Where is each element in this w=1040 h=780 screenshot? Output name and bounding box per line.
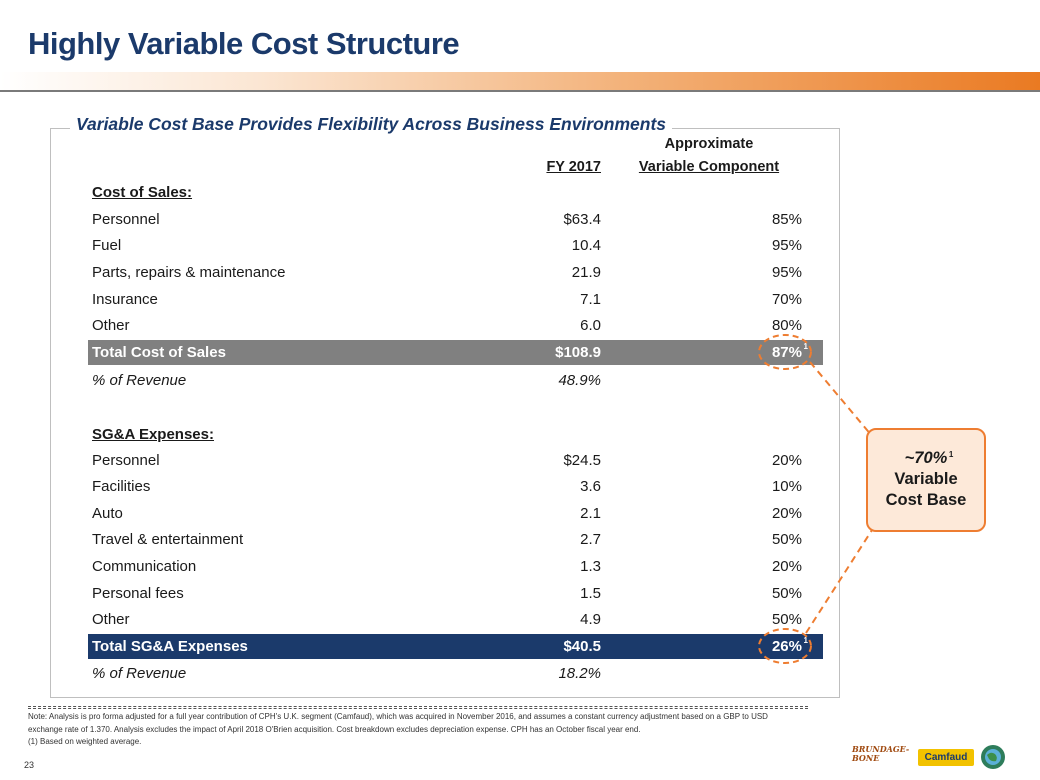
row-percent: 26% 1 xyxy=(771,634,808,659)
row-percent: 80% xyxy=(771,317,802,334)
row-percent: 20% xyxy=(771,452,802,469)
logo-text: BONE xyxy=(852,753,880,763)
row-label: Travel & entertainment xyxy=(92,531,244,548)
title-gradient-bar xyxy=(0,72,1040,90)
total-cost-of-sales-row: Total Cost of Sales $108.9 87% 1 xyxy=(88,340,823,365)
row-value: 18.2% xyxy=(558,665,601,682)
table-row: Personnel $24.5 20% xyxy=(88,448,823,473)
footnote-marker: 1 xyxy=(803,342,808,351)
row-value: 4.9 xyxy=(580,611,601,628)
row-percent: 87% 1 xyxy=(771,340,808,365)
table-row: Personnel $63.4 85% xyxy=(88,207,823,232)
table-row: Communication 1.3 20% xyxy=(88,554,823,579)
footnote-block: Note: Analysis is pro forma adjusted for… xyxy=(28,711,808,749)
callout-line3: Cost Base xyxy=(885,491,967,509)
row-percent: 50% xyxy=(771,611,802,628)
row-label: Fuel xyxy=(92,237,122,254)
table-row: Facilities 3.6 10% xyxy=(88,474,823,499)
table-row: Travel & entertainment 2.7 50% xyxy=(88,527,823,552)
row-percent: 20% xyxy=(771,558,802,575)
row-value: 1.5 xyxy=(580,585,601,602)
row-value: 6.0 xyxy=(580,317,601,334)
table-row: Personal fees 1.5 50% xyxy=(88,581,823,606)
row-value: $63.4 xyxy=(563,211,601,228)
note-line: Note: Analysis is pro forma adjusted for… xyxy=(28,712,768,721)
section-heading-cost-of-sales: Cost of Sales: xyxy=(88,180,823,205)
row-percent: 50% xyxy=(771,531,802,548)
table-row: Other 4.9 50% xyxy=(88,607,823,632)
column-header-variable-line2: Variable Component xyxy=(638,159,780,175)
brundage-bone-logo: BRUNDAGE- BONE xyxy=(852,745,912,771)
row-percent: 95% xyxy=(771,264,802,281)
row-percent: 10% xyxy=(771,478,802,495)
note-line: (1) Based on weighted average. xyxy=(28,737,142,746)
row-label: Insurance xyxy=(92,291,158,308)
row-percent: 85% xyxy=(771,211,802,228)
row-label: Communication xyxy=(92,558,197,575)
row-value: 3.6 xyxy=(580,478,601,495)
row-label: % of Revenue xyxy=(92,372,187,389)
callout-percent: ~70% xyxy=(904,449,948,467)
logo-text: BRUNDAGE- xyxy=(852,744,910,754)
section-label: SG&A Expenses: xyxy=(92,426,214,443)
footnote-marker: 1 xyxy=(803,636,808,645)
revenue-percent-row: % of Revenue 18.2% xyxy=(88,661,823,686)
row-value: 10.4 xyxy=(571,237,601,254)
total-sga-row: Total SG&A Expenses $40.5 26% 1 xyxy=(88,634,823,659)
column-header-variable-line1: Approximate xyxy=(664,136,754,152)
row-value: $108.9 xyxy=(555,344,601,361)
footnote-divider xyxy=(28,708,808,709)
row-percent: 70% xyxy=(771,291,802,308)
camfaud-logo: Camfaud xyxy=(918,749,974,766)
row-value: 2.7 xyxy=(580,531,601,548)
section-heading-sga: SG&A Expenses: xyxy=(88,422,823,447)
callout-line2: Variable xyxy=(894,470,958,488)
table-row: Parts, repairs & maintenance 21.9 95% xyxy=(88,260,823,285)
percent-text: 87% xyxy=(771,344,802,361)
row-percent: 20% xyxy=(771,505,802,522)
row-label: Auto xyxy=(92,505,123,522)
row-value: 2.1 xyxy=(580,505,601,522)
row-value: $24.5 xyxy=(563,452,601,469)
page-number: 23 xyxy=(24,760,35,770)
row-label: Personnel xyxy=(92,452,160,469)
panel-title: Variable Cost Base Provides Flexibility … xyxy=(70,114,673,135)
footnote-divider xyxy=(28,706,808,707)
table-row: Fuel 10.4 95% xyxy=(88,233,823,258)
row-percent: 95% xyxy=(771,237,802,254)
footnote-marker: 1 xyxy=(948,450,954,459)
revenue-percent-row: % of Revenue 48.9% xyxy=(88,368,823,393)
row-value: 21.9 xyxy=(571,264,601,281)
row-label: Parts, repairs & maintenance xyxy=(92,264,286,281)
row-value: 7.1 xyxy=(580,291,601,308)
page-title: Highly Variable Cost Structure xyxy=(28,26,460,61)
row-label: Other xyxy=(92,317,130,334)
table-row: Auto 2.1 20% xyxy=(88,501,823,526)
eco-pan-logo xyxy=(981,745,1005,769)
column-header-fy: FY 2017 xyxy=(546,159,601,175)
row-value: 48.9% xyxy=(558,372,601,389)
note-line: exchange rate of 1.370. Analysis exclude… xyxy=(28,724,641,734)
row-label: Facilities xyxy=(92,478,151,495)
title-divider xyxy=(0,90,1040,92)
row-label: Personal fees xyxy=(92,585,184,602)
row-label: Total Cost of Sales xyxy=(92,344,226,361)
percent-text: 26% xyxy=(771,638,802,655)
row-value: $40.5 xyxy=(563,638,601,655)
table-row: Other 6.0 80% xyxy=(88,313,823,338)
row-label: Personnel xyxy=(92,211,160,228)
section-label: Cost of Sales: xyxy=(92,184,193,201)
row-label: % of Revenue xyxy=(92,665,187,682)
row-label: Total SG&A Expenses xyxy=(92,638,248,655)
row-label: Other xyxy=(92,611,130,628)
row-value: 1.3 xyxy=(580,558,601,575)
table-row: Insurance 7.1 70% xyxy=(88,287,823,312)
row-percent: 50% xyxy=(771,585,802,602)
variable-cost-callout: ~70% 1 Variable Cost Base xyxy=(866,428,986,532)
